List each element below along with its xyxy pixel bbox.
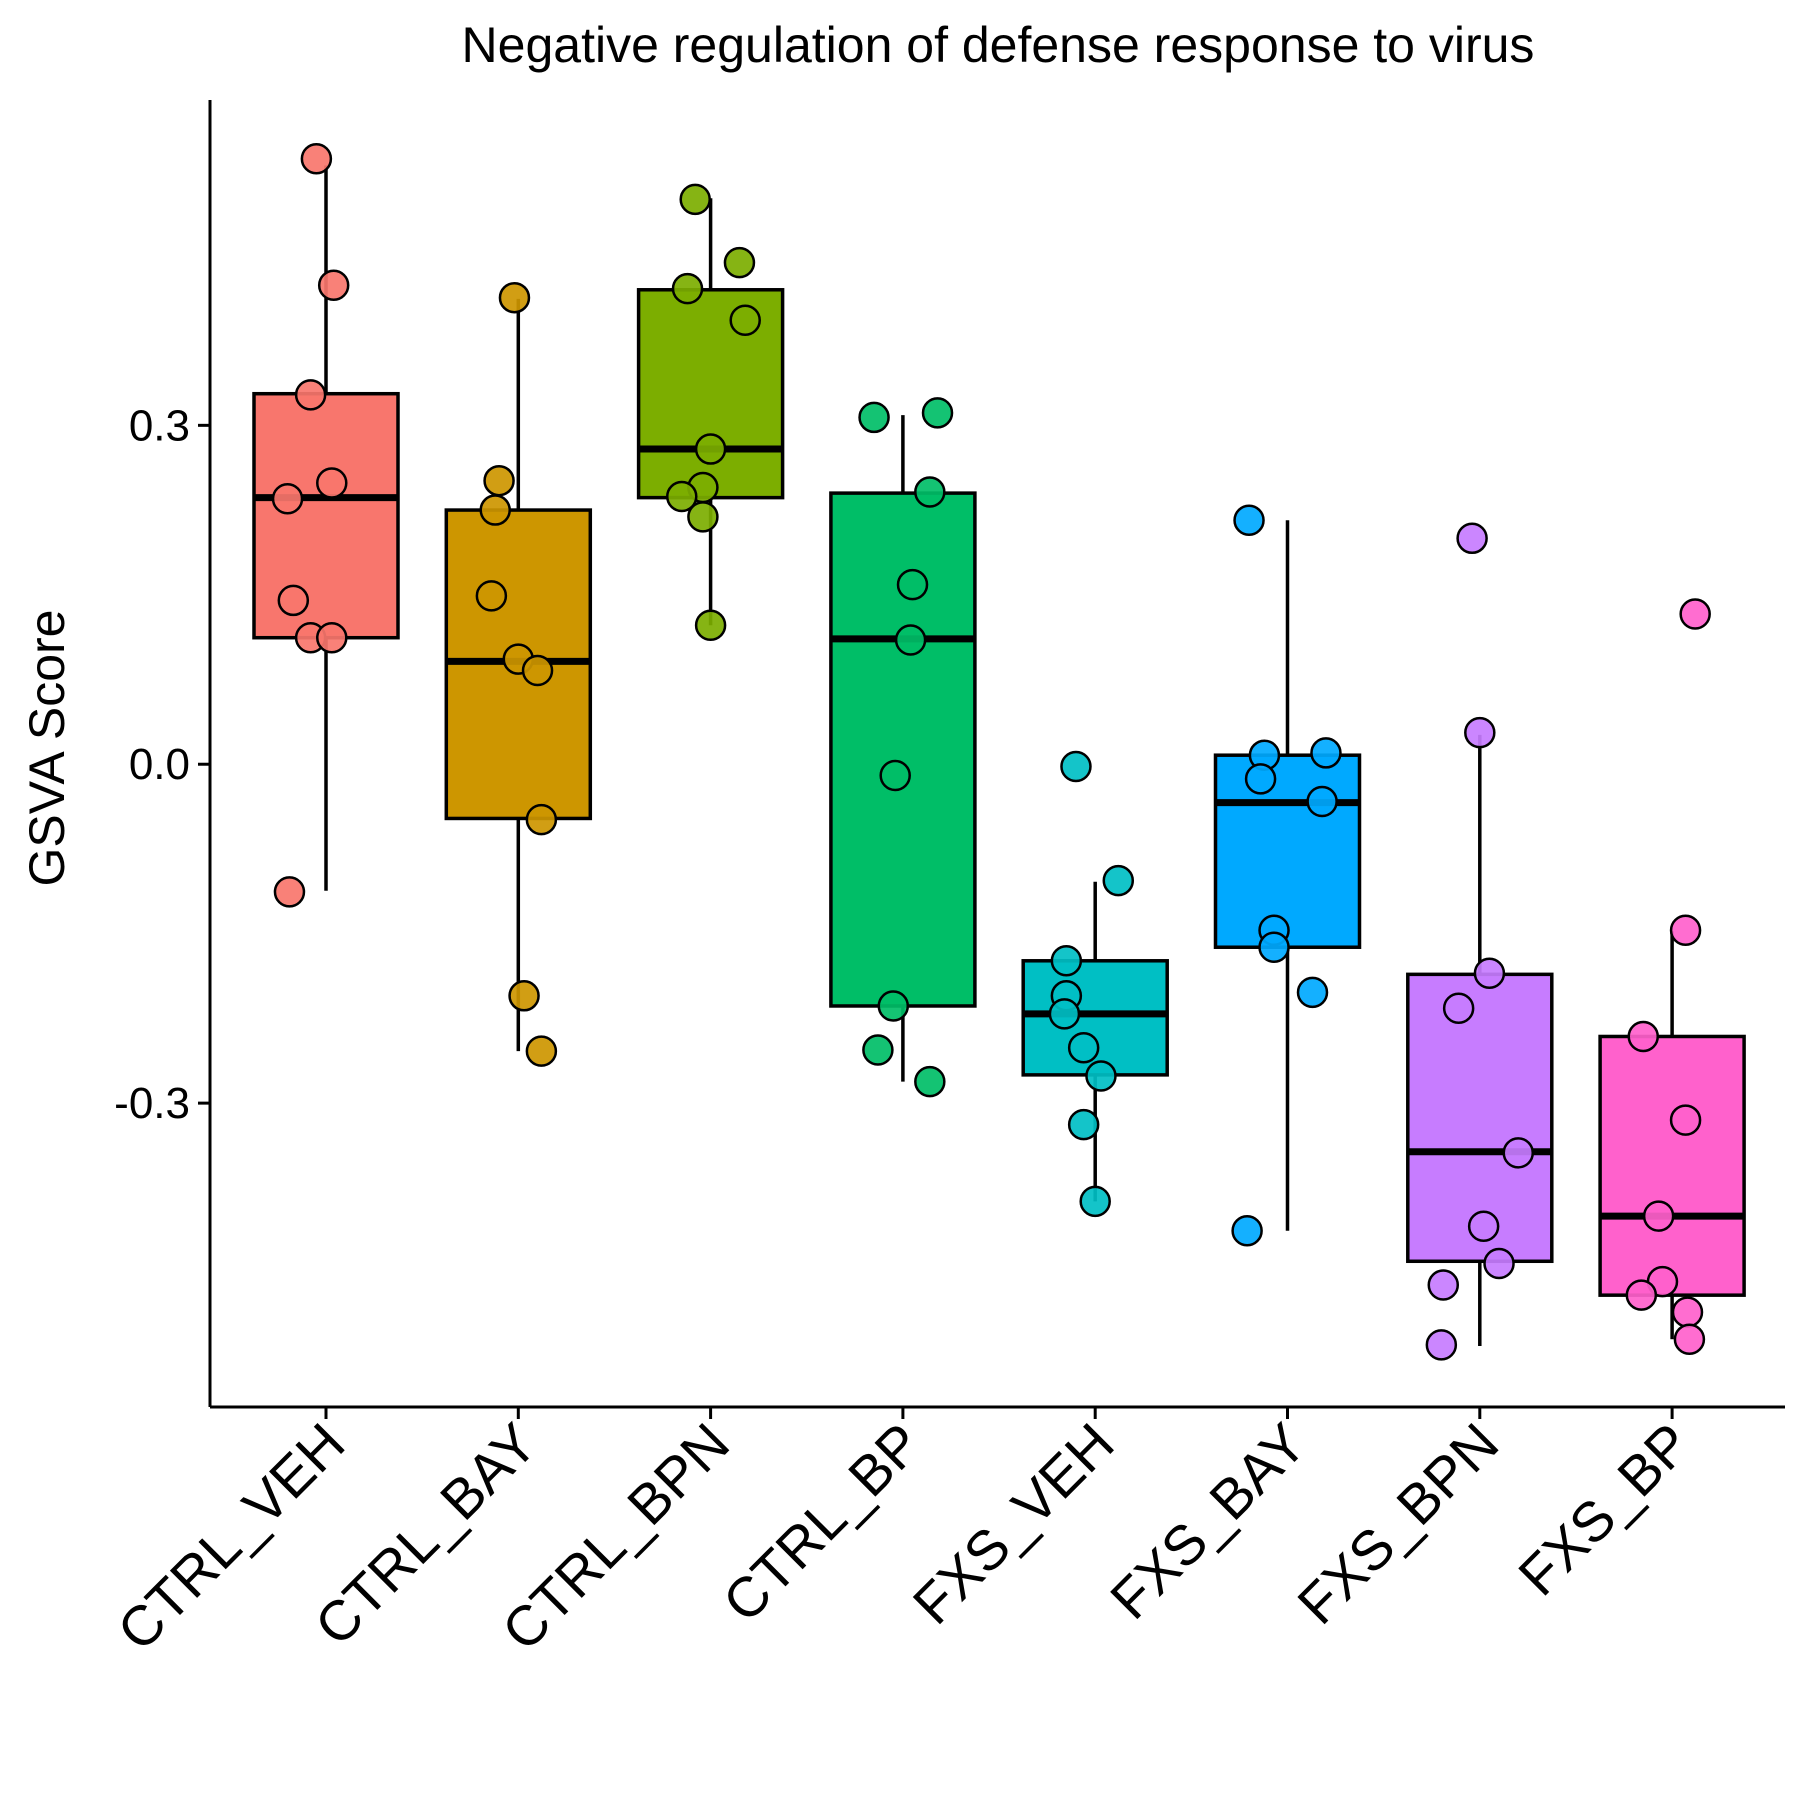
data-point: [879, 759, 911, 792]
data-point: [1067, 1032, 1100, 1064]
box-ctrl-bp: [829, 491, 977, 1008]
data-point: [1673, 1323, 1706, 1355]
plot-area: -0.30.00.3CTRL_VEHCTRL_BAYCTRL_BPNCTRL_B…: [105, 100, 1785, 1662]
data-point: [508, 980, 540, 1012]
data-point: [1502, 1137, 1535, 1169]
data-point: [1442, 992, 1475, 1024]
data-point: [1669, 1104, 1702, 1136]
data-point: [1085, 1060, 1117, 1092]
data-point: [694, 433, 727, 465]
data-point: [1233, 504, 1265, 536]
x-tick-label: FXS_BP: [1506, 1411, 1702, 1607]
data-point: [498, 281, 531, 314]
data-point: [300, 142, 333, 175]
data-point: [1483, 1247, 1515, 1280]
data-point: [1067, 1108, 1100, 1141]
data-point: [1102, 864, 1135, 897]
data-point: [317, 269, 350, 302]
data-point: [1669, 914, 1702, 947]
data-point: [277, 584, 310, 617]
data-point: [479, 494, 511, 526]
data-point: [1627, 1020, 1660, 1053]
data-point: [671, 272, 704, 305]
data-point: [1060, 750, 1092, 783]
data-point: [1050, 945, 1083, 977]
y-axis-label: GSVA Score: [19, 610, 75, 887]
box-fxs-bay: [1213, 753, 1362, 949]
data-point: [521, 654, 554, 687]
x-tick-label: FXS_BPN: [1285, 1411, 1510, 1636]
data-point: [1467, 1210, 1500, 1243]
data-point: [877, 990, 910, 1022]
data-point: [1625, 1279, 1658, 1311]
data-point: [1048, 998, 1081, 1030]
data-point: [862, 1034, 894, 1066]
data-point: [896, 568, 929, 601]
x-tick-label: FXS_VEH: [901, 1411, 1126, 1636]
data-point: [894, 624, 927, 656]
y-tick-label: -0.3: [114, 1079, 190, 1128]
data-point: [475, 580, 508, 612]
box-fxs-bp: [1598, 1034, 1746, 1297]
data-point: [679, 183, 711, 216]
data-point: [316, 467, 348, 499]
data-point: [483, 464, 515, 497]
data-point: [1427, 1269, 1460, 1301]
data-point: [1425, 1329, 1458, 1361]
data-point: [1671, 1296, 1704, 1328]
data-point: [729, 304, 761, 337]
data-point: [1306, 785, 1338, 818]
data-point: [1464, 716, 1496, 749]
data-point: [1679, 598, 1711, 630]
x-tick-label: CTRL_BP: [711, 1411, 934, 1634]
data-point: [1310, 737, 1342, 769]
data-point: [1244, 763, 1277, 795]
data-point: [1473, 957, 1506, 989]
data-point: [1258, 931, 1290, 963]
data-point: [525, 803, 558, 836]
data-point: [273, 876, 306, 908]
data-point: [1642, 1200, 1675, 1232]
data-point: [914, 476, 946, 508]
data-point: [694, 609, 727, 642]
data-point: [914, 1065, 946, 1098]
data-point: [666, 480, 698, 513]
data-point: [687, 501, 719, 533]
data-point: [316, 621, 348, 654]
data-point: [1231, 1215, 1263, 1247]
data-point: [858, 401, 890, 434]
x-tick-label: FXS_BAY: [1098, 1411, 1318, 1631]
data-point: [723, 246, 756, 279]
chart-title: Negative regulation of defense response …: [462, 17, 1535, 73]
data-point: [1456, 522, 1488, 555]
y-tick-label: 0.0: [129, 740, 190, 789]
data-point: [921, 397, 954, 429]
data-point: [1079, 1185, 1111, 1218]
y-tick-label: 0.3: [129, 401, 190, 450]
data-point: [1296, 976, 1329, 1009]
data-point: [525, 1035, 558, 1067]
data-point: [271, 483, 304, 515]
box-ctrl-bpn: [636, 288, 785, 500]
box-ctrl-veh: [252, 391, 400, 640]
data-point: [294, 379, 327, 411]
